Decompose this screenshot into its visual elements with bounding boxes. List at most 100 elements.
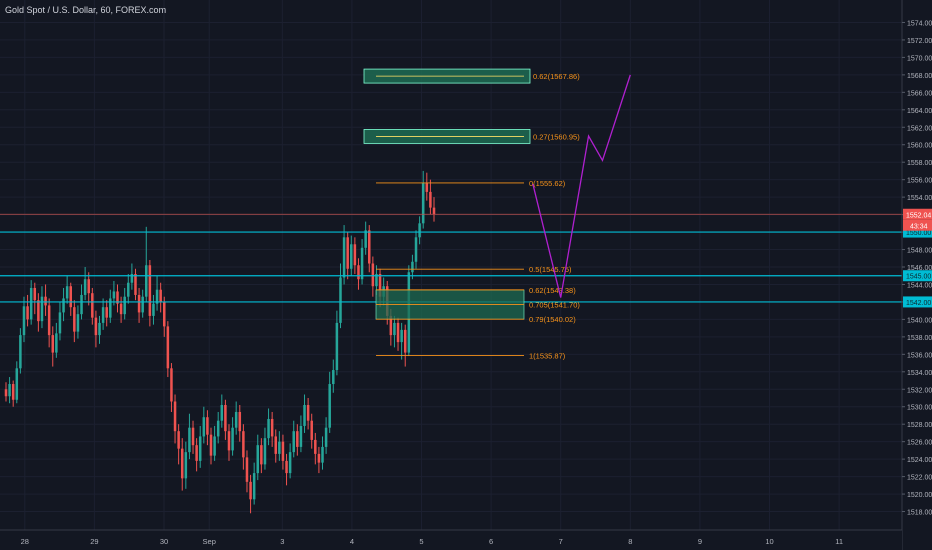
price-tick-label: 1570.00 [907, 55, 932, 62]
price-tick-label: 1534.00 [907, 370, 932, 377]
candle [403, 329, 407, 353]
candle [429, 191, 432, 208]
candle [130, 273, 134, 283]
candle [274, 436, 278, 454]
candle [396, 322, 400, 343]
candle [245, 457, 249, 482]
price-tick-label: 1544.00 [907, 282, 932, 289]
candle [91, 293, 94, 318]
candle [285, 460, 288, 474]
candle [15, 368, 19, 400]
time-tick-label: 28 [21, 537, 29, 546]
level-price-badge-bg [903, 296, 932, 308]
candle [184, 452, 188, 479]
candle [173, 401, 177, 432]
candle [263, 438, 267, 465]
price-tick-label: 1546.00 [907, 265, 932, 272]
extension-zones[interactable]: 0.62(1567.86) 0.27(1560.95) [363, 68, 580, 144]
candle [62, 298, 65, 313]
candle [216, 420, 220, 437]
candle [44, 296, 47, 306]
candle [191, 427, 195, 446]
candle [432, 207, 436, 215]
candle [270, 418, 274, 437]
fib-level-label: 0(1555.62) [529, 179, 566, 188]
price-tick-label: 1558.00 [907, 160, 932, 167]
time-tick-label: 10 [765, 537, 773, 546]
price-tick-label: 1540.00 [907, 317, 932, 324]
candle [170, 368, 173, 402]
time-tick-label: 7 [559, 537, 563, 546]
candle [145, 265, 148, 297]
candle [4, 389, 8, 397]
candle [335, 322, 339, 371]
candle [195, 445, 198, 461]
candle [260, 445, 263, 465]
candle [40, 296, 44, 322]
candle [357, 265, 360, 280]
fib-level-label: 0.705(1541.70) [529, 301, 580, 310]
candle [278, 441, 281, 454]
candle [180, 448, 184, 479]
countdown-badge-bg [903, 219, 932, 231]
candle [303, 404, 306, 426]
candle [353, 244, 357, 266]
fib-level-label: 1(1535.87) [529, 351, 566, 360]
candle [152, 303, 155, 316]
candle [227, 431, 231, 451]
price-tick-label: 1536.00 [907, 352, 932, 359]
time-tick-label: 5 [419, 537, 423, 546]
candle [29, 287, 33, 320]
candle [202, 417, 206, 437]
candle [141, 296, 144, 313]
projection-path[interactable] [532, 74, 631, 298]
time-tick-label: 30 [160, 537, 168, 546]
candle [238, 411, 242, 432]
candle [242, 431, 245, 458]
candle [22, 306, 26, 336]
candle [127, 282, 130, 297]
projection-line[interactable] [532, 74, 631, 298]
candle [47, 305, 51, 336]
candle [332, 370, 335, 385]
candle [425, 183, 429, 192]
chart-title: Gold Spot / U.S. Dollar, 60, FOREX.com [5, 5, 167, 15]
level-price-badge-bg [903, 226, 932, 238]
candle [288, 452, 292, 474]
extension-zone-label: 0.27(1560.95) [533, 132, 580, 141]
price-tick-label: 1574.00 [907, 20, 932, 27]
candle [321, 446, 324, 463]
candle [69, 286, 72, 308]
price-tick-label: 1522.00 [907, 475, 932, 482]
candle [19, 335, 22, 369]
candle [109, 298, 112, 318]
candle [51, 335, 55, 353]
price-tick-label: 1524.00 [907, 457, 932, 464]
candle [220, 404, 224, 421]
fibonacci-retracement[interactable]: 0(1555.62) 0.5(1545.75) 0.62(1543.38) 0.705… [375, 179, 580, 360]
time-tick-label: 11 [835, 537, 843, 546]
countdown-badge: 43:34 [910, 223, 928, 230]
candle [83, 279, 87, 295]
candle [252, 473, 256, 500]
price-tick-label: 1518.00 [907, 510, 932, 517]
price-tick-label: 1568.00 [907, 73, 932, 80]
fib-level-label: 0.62(1543.38) [529, 286, 576, 295]
candle [119, 303, 123, 315]
candle [98, 322, 101, 336]
candle [231, 427, 234, 451]
candle [314, 439, 317, 454]
candle [368, 230, 371, 264]
candle [299, 425, 303, 447]
candle [155, 289, 159, 304]
price-tick-label: 1528.00 [907, 422, 932, 429]
candle [339, 277, 342, 323]
time-tick-label: Sep [203, 537, 216, 546]
candle [378, 273, 382, 297]
candle [188, 427, 191, 453]
extension-zone-label: 0.62(1567.86) [533, 72, 580, 81]
candle [33, 287, 37, 301]
price-tick-label: 1572.00 [907, 38, 932, 45]
